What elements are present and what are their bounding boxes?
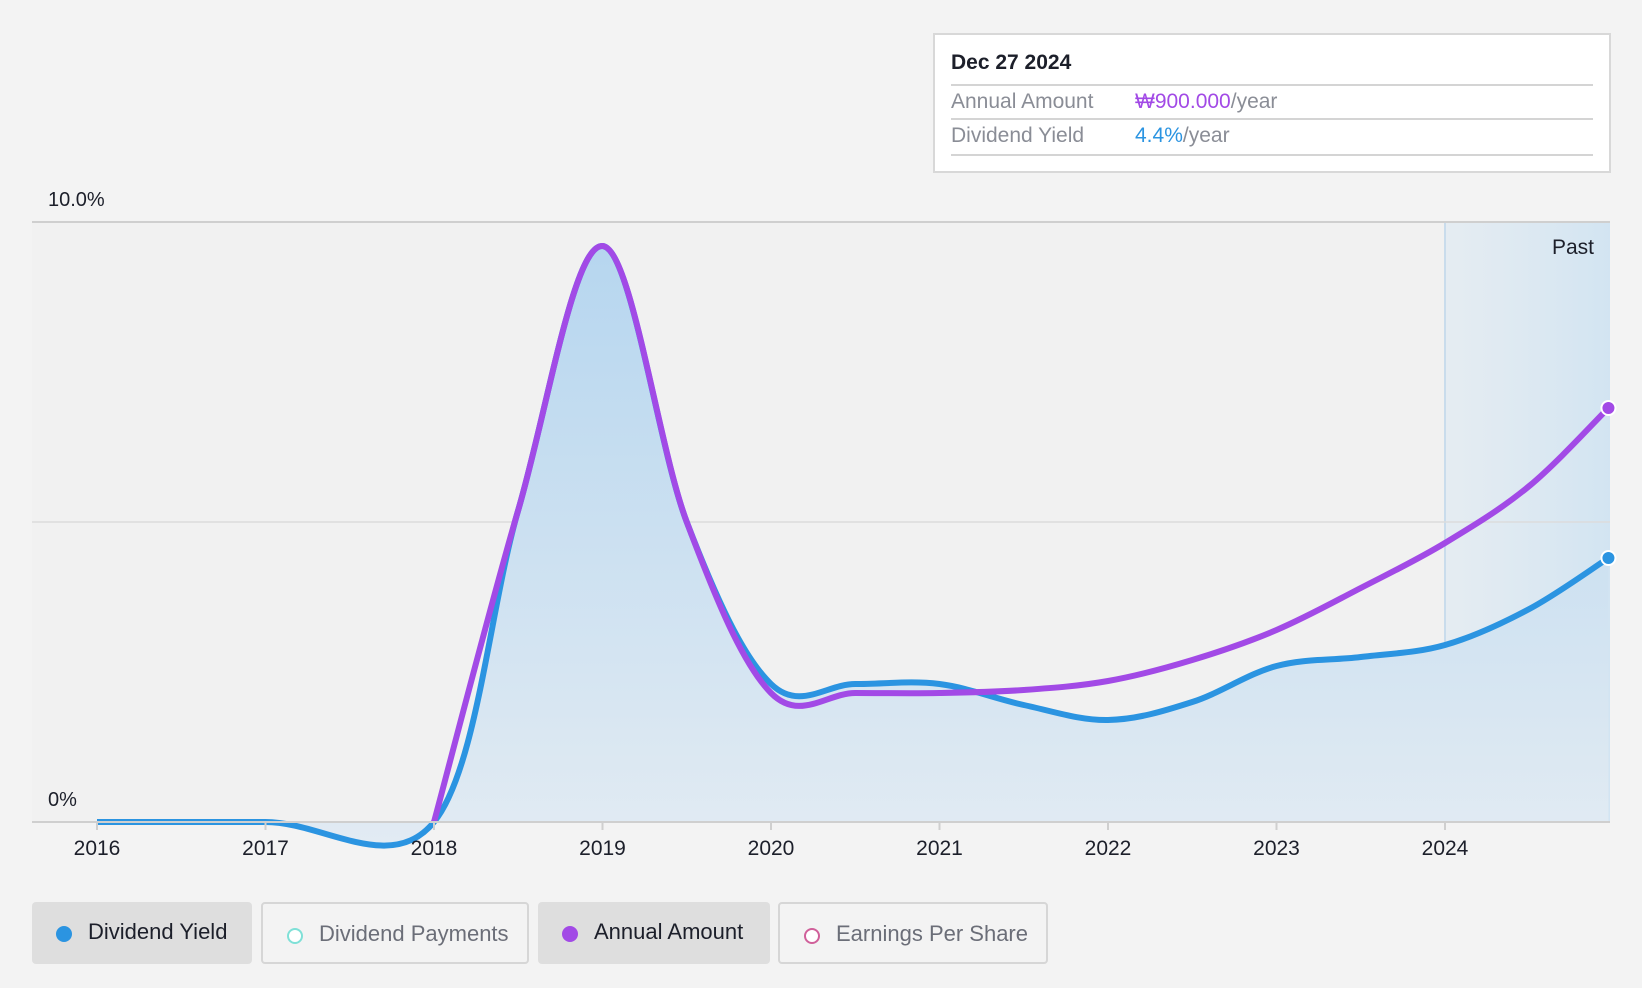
legend-annual-amount-label: Annual Amount [594,919,744,944]
dividend-yield-line [96,243,1611,849]
tooltip-row-annual-amount: Annual Amount ₩900.000/year [951,84,1593,120]
tooltip-annual-unit: /year [1230,90,1278,113]
x-tick-label-2020: 2020 [748,837,795,860]
legend-earnings-per-share-button[interactable]: Earnings Per Share [778,902,1048,964]
tooltip-annual-value: ₩900.000 [1135,90,1231,113]
dividend-yield-dot-icon [56,926,72,942]
legend-dividend-payments-button[interactable]: Dividend Payments [261,902,529,964]
legend-dividend-payments-label: Dividend Payments [319,921,509,946]
x-tick-label-2019: 2019 [579,837,626,860]
tooltip-date: Dec 27 2024 [951,51,1072,74]
annual-amount-line [431,243,1611,823]
x-tick-label-2017: 2017 [242,837,289,860]
dividend-payments-ring-icon [287,928,303,944]
past-label: Past [1552,236,1594,259]
x-tick-label-2021: 2021 [916,837,963,860]
tooltip-annual-label: Annual Amount [951,90,1094,113]
x-tick-label-2022: 2022 [1085,837,1132,860]
x-tick-label-2016: 2016 [74,837,121,860]
tooltip-annual-value-group: ₩900.000/year [1135,90,1277,114]
tooltip-card: Dec 27 2024 Annual Amount ₩900.000/year … [933,33,1611,173]
annual-amount-end-marker [1600,400,1617,416]
legend-dividend-yield-label: Dividend Yield [88,919,228,944]
y-tick-label-0: 0% [48,789,77,811]
dividend-yield-end-marker [1600,550,1617,566]
legend-dividend-yield-button[interactable]: Dividend Yield [32,902,252,964]
tooltip-yield-value: 4.4% [1135,124,1183,147]
x-tick-label-2023: 2023 [1253,837,1300,860]
tooltip-yield-label: Dividend Yield [951,124,1085,147]
x-tick-label-2018: 2018 [411,837,458,860]
earnings-per-share-ring-icon [804,928,820,944]
tooltip-yield-unit: /year [1182,124,1230,147]
legend-earnings-per-share-label: Earnings Per Share [836,921,1028,946]
tooltip-row-dividend-yield: Dividend Yield 4.4%/year [951,118,1593,156]
tooltip-yield-value-group: 4.4%/year [1135,124,1230,148]
annual-amount-dot-icon [562,926,578,942]
legend-annual-amount-button[interactable]: Annual Amount [538,902,770,964]
dividend-yield-area [97,245,1609,846]
x-tick-label-2024: 2024 [1422,837,1469,860]
y-tick-label-max: 10.0% [48,189,105,211]
